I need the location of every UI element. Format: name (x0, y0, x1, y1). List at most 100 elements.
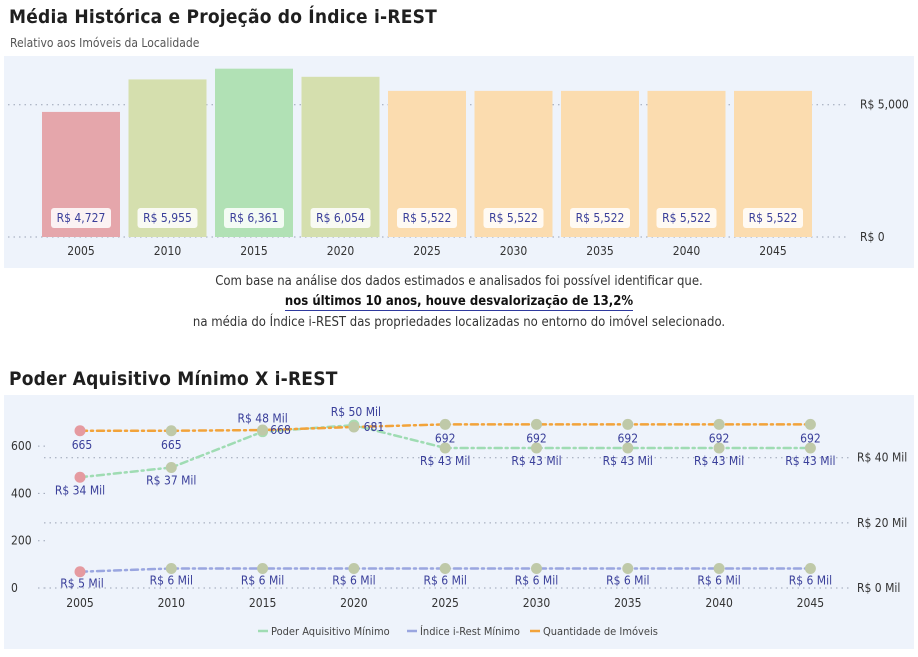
series-point (713, 562, 725, 574)
series-data-label: R$ 48 Mil (237, 412, 287, 426)
bar-label-bg (310, 208, 371, 228)
line-left-tick-label: 400 (11, 486, 32, 500)
bar-x-tick-label: 2020 (327, 244, 355, 258)
bar-y-tick-label: R$ 0 (860, 230, 885, 244)
series-point (713, 418, 725, 430)
bar-x-tick-label: 2005 (67, 244, 94, 258)
line-right-tick-label: R$ 40 Mil (857, 451, 907, 465)
line-x-tick-label: 2025 (431, 596, 458, 610)
line-chart: R$ 0 Mil R$ 20 Mil R$ 40 Mil 0 200 400 600 2005… (11, 405, 907, 638)
bar-label-bg (483, 208, 544, 228)
analysis-line-1: Com base na análise dos dados estimados … (215, 274, 703, 289)
series-data-label: 692 (709, 431, 730, 445)
bar-value-label: R$ 6,361 (230, 211, 279, 225)
bar-chart-title: Média Histórica e Projeção do Índice i-R… (9, 6, 437, 28)
bar-x-tick-label: 2045 (759, 244, 786, 258)
bar-x-tick-label: 2040 (673, 244, 701, 258)
bar-label-bg (137, 208, 198, 228)
series-point (622, 418, 634, 430)
bar-value-label: R$ 5,522 (576, 211, 625, 225)
bar-value-label: R$ 6,054 (316, 211, 365, 225)
series-data-label: R$ 6 Mil (789, 573, 832, 587)
series-data-label: R$ 43 Mil (511, 454, 561, 468)
line-chart-title: Poder Aquisitivo Mínimo X i-REST (9, 368, 338, 390)
bar-value-label: R$ 5,522 (489, 211, 538, 225)
legend-label: Poder Aquisitivo Mínimo (271, 625, 390, 638)
series-point (257, 424, 269, 436)
series-data-label: R$ 43 Mil (785, 454, 835, 468)
line-x-tick-label: 2010 (158, 596, 186, 610)
legend-label: Índice i-Rest Mínimo (420, 625, 520, 638)
series-data-label: R$ 43 Mil (694, 454, 744, 468)
series-point (74, 425, 86, 437)
line-x-tick-label: 2040 (705, 596, 733, 610)
series-point (165, 462, 177, 474)
series-line (78, 423, 812, 433)
line-x-tick-label: 2030 (523, 596, 551, 610)
bar-label-bg (397, 208, 457, 228)
series-data-label: 665 (72, 438, 93, 452)
line-x-tick-label: 2005 (66, 596, 93, 610)
line-x-tick-label: 2020 (340, 596, 368, 610)
series-data-label: R$ 50 Mil (331, 405, 381, 419)
line-chart-panel: R$ 0 Mil R$ 20 Mil R$ 40 Mil 0 200 400 600 2005… (4, 395, 914, 649)
series-point (531, 442, 542, 454)
bar-chart-subtitle: Relativo aos Imóveis da Localidade (10, 36, 200, 50)
series-data-label: R$ 6 Mil (697, 573, 740, 587)
series-point (74, 566, 86, 578)
bar-chart-panel: R$ 0 R$ 5,000 R$ 4,727 2005 R$ 5,955 2010 R$ 6… (4, 56, 914, 268)
series-point (439, 442, 451, 454)
bar-value-label: R$ 5,522 (749, 211, 798, 225)
series-point (713, 442, 725, 454)
series-data-label: R$ 6 Mil (423, 573, 466, 587)
series-point (804, 562, 816, 574)
line-right-tick-label: R$ 0 Mil (857, 581, 900, 595)
series-point (348, 421, 360, 433)
analysis-line-3: na média do Índice i-REST das propriedad… (192, 315, 726, 330)
line-left-tick-label: 600 (11, 439, 32, 453)
bar-label-bg (570, 208, 630, 228)
bar-label-bg (743, 208, 803, 228)
series-data-label: 692 (617, 431, 638, 445)
line-left-tick-label: 0 (11, 581, 18, 595)
series-data-label: R$ 6 Mil (332, 573, 375, 587)
series-data-label: 668 (270, 423, 291, 437)
legend-label: Quantidade de Imóveis (543, 625, 658, 638)
bar-y-tick-label: R$ 5,000 (860, 98, 909, 112)
series-data-label: R$ 6 Mil (241, 573, 284, 587)
bar-x-tick-label: 2025 (413, 244, 440, 258)
line-x-tick-label: 2045 (797, 596, 824, 610)
series-data-label: 692 (526, 431, 547, 445)
analysis-highlight-wrap: nos últimos 10 anos, houve desvalorizaçã… (0, 294, 918, 311)
series-data-label: 681 (364, 420, 385, 434)
series-line (78, 567, 812, 573)
series-point (531, 562, 542, 574)
series-point (622, 562, 634, 574)
series-data-label: R$ 6 Mil (606, 573, 649, 587)
series-point (804, 418, 816, 430)
series-point (531, 418, 542, 430)
series-point (804, 442, 816, 454)
series-data-label: R$ 37 Mil (146, 474, 196, 488)
bar-label-bg (224, 208, 284, 228)
bar-value-label: R$ 5,522 (403, 211, 452, 225)
series-data-label: R$ 43 Mil (603, 454, 653, 468)
series-point (622, 442, 634, 454)
line-left-tick-label: 200 (11, 534, 32, 548)
series-point (348, 562, 360, 574)
series-point (74, 471, 86, 483)
series-data-label: R$ 34 Mil (55, 483, 105, 497)
series-point (165, 425, 177, 437)
series-point (439, 562, 451, 574)
bar-value-label: R$ 5,522 (662, 211, 711, 225)
series-point (439, 418, 451, 430)
series-data-label: R$ 43 Mil (420, 454, 470, 468)
bar-x-tick-label: 2035 (586, 244, 613, 258)
analysis-highlight: nos últimos 10 anos, houve desvalorizaçã… (284, 294, 634, 311)
bar-x-tick-label: 2015 (240, 244, 267, 258)
bar-value-label: R$ 5,955 (143, 211, 192, 225)
bar-chart: R$ 0 R$ 5,000 R$ 4,727 2005 R$ 5,955 2010 R$ 6… (8, 68, 909, 258)
series-point (257, 562, 269, 574)
line-x-tick-label: 2015 (249, 596, 276, 610)
series-data-label: R$ 5 Mil (60, 577, 103, 591)
